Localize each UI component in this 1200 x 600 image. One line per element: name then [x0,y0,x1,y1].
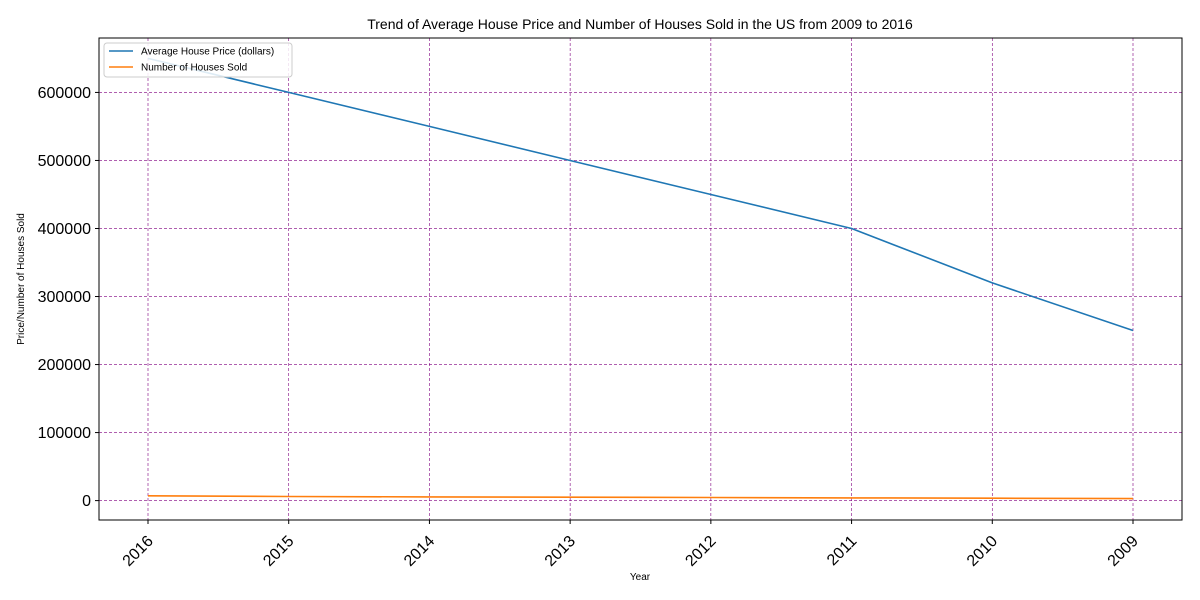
series-line-average-house-price [147,57,1134,332]
x-axis-label: Year [630,572,651,583]
y-axis-ticks: 0 100000 200000 300000 400000 500000 600000 [38,85,99,510]
y-tick-label: 400000 [38,221,91,238]
y-tick-label: 0 [82,493,91,510]
series-layer [147,57,1134,500]
legend-label-price: Average House Price (dollars) [141,47,274,58]
series-line-houses-sold [147,494,1134,500]
legend: Average House Price (dollars) Number of … [103,42,293,78]
legend-box [103,42,293,78]
grid-layer [99,38,1182,520]
y-tick-label: 100000 [38,425,91,442]
plot-frame [98,37,1183,521]
y-tick-label: 600000 [38,85,91,102]
y-axis-label: Price/Number of Houses Sold [16,213,27,345]
legend-label-sold: Number of Houses Sold [141,63,247,74]
y-tick-label: 200000 [38,357,91,374]
chart-title: Trend of Average House Price and Number … [367,16,913,32]
y-tick-label: 500000 [38,153,91,170]
y-tick-label: 300000 [38,289,91,306]
